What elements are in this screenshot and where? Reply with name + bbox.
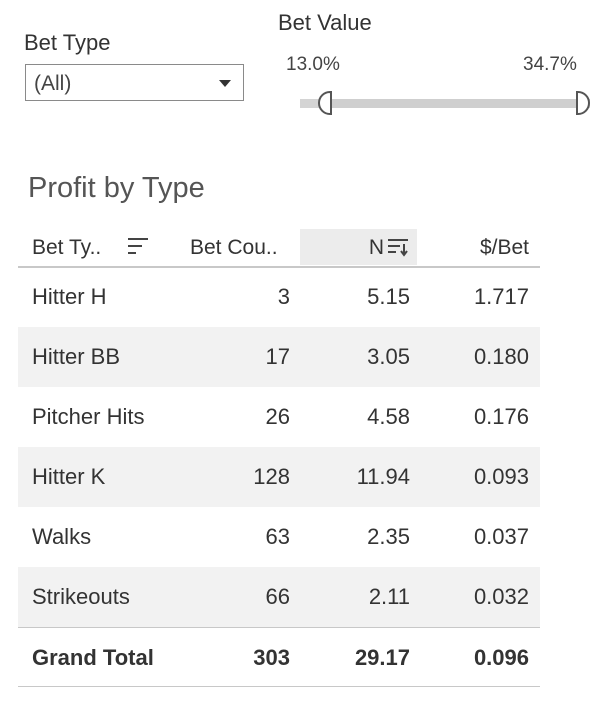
cell-bet-count: 128: [253, 464, 290, 489]
chevron-down-icon: [219, 80, 231, 87]
cell-net: 2.11: [368, 584, 410, 609]
cell-net: 3.05: [367, 344, 410, 369]
column-header-per-bet[interactable]: $/Bet: [479, 236, 529, 259]
cell-per-bet: 1.717: [473, 284, 529, 309]
cell-per-bet: 0.032: [473, 584, 529, 609]
bet-value-filter-title: Bet Value: [278, 10, 372, 35]
cell-bet-type: Walks: [32, 524, 92, 549]
cell-per-bet: 0.180: [473, 344, 529, 369]
total-divider: [18, 627, 540, 628]
cell-net: 2.35: [367, 524, 410, 549]
cell-bet-count: 17: [265, 344, 290, 369]
bet-type-dropdown[interactable]: (All): [25, 64, 244, 101]
table-row[interactable]: Hitter H 3 5.15 1.717: [18, 267, 540, 327]
cell-bet-count: 66: [265, 584, 290, 609]
cell-total-label: Grand Total: [32, 645, 154, 670]
header-divider: [18, 266, 540, 268]
grand-total-row[interactable]: Grand Total 303 29.17 0.096: [18, 628, 540, 688]
table-row[interactable]: Hitter BB 17 3.05 0.180: [18, 327, 540, 387]
bet-value-max-label: 34.7%: [523, 54, 577, 75]
cell-bet-count: 63: [265, 524, 290, 549]
net-header-label: N: [368, 236, 384, 259]
bet-value-min-label: 13.0%: [286, 54, 340, 75]
cell-per-bet: 0.176: [473, 404, 529, 429]
cell-net: 11.94: [356, 464, 410, 489]
sort-descending-icon[interactable]: [388, 237, 410, 257]
column-header-bet-type[interactable]: Bet Ty..: [32, 236, 102, 259]
bet-type-filter-title: Bet Type: [24, 30, 111, 55]
column-header-net[interactable]: N: [300, 229, 410, 266]
cell-bet-count: 3: [277, 284, 290, 309]
cell-bet-type: Hitter K: [32, 464, 106, 489]
table-title: Profit by Type: [28, 172, 205, 204]
bet-value-slider-range: [326, 99, 578, 108]
cell-bet-type: Pitcher Hits: [32, 404, 145, 429]
table-header: Bet Ty.. Bet Cou.. N $/Bet: [18, 229, 540, 267]
cell-bet-count: 26: [265, 404, 290, 429]
table-row[interactable]: Pitcher Hits 26 4.58 0.176: [18, 387, 540, 447]
cell-net: 4.58: [367, 404, 410, 429]
bet-value-min-handle[interactable]: [318, 91, 332, 115]
cell-bet-type: Hitter H: [32, 284, 107, 309]
cell-bet-type: Hitter BB: [32, 344, 121, 369]
cell-total-count: 303: [253, 645, 290, 670]
bet-type-selected-value: (All): [34, 72, 72, 95]
table-bottom-border: [18, 686, 540, 687]
table-row[interactable]: Strikeouts 66 2.11 0.032: [18, 567, 540, 627]
cell-bet-type: Strikeouts: [32, 584, 130, 609]
cell-total-net: 29.17: [354, 645, 410, 670]
cell-total-per-bet: 0.096: [473, 645, 529, 670]
cell-per-bet: 0.037: [473, 524, 529, 549]
sort-descending-icon[interactable]: [128, 237, 148, 255]
table-row[interactable]: Walks 63 2.35 0.037: [18, 507, 540, 567]
column-header-bet-count[interactable]: Bet Cou..: [190, 236, 278, 259]
cell-net: 5.15: [367, 284, 410, 309]
table-row[interactable]: Hitter K 128 11.94 0.093: [18, 447, 540, 507]
bet-value-max-handle[interactable]: [576, 91, 590, 115]
cell-per-bet: 0.093: [473, 464, 529, 489]
